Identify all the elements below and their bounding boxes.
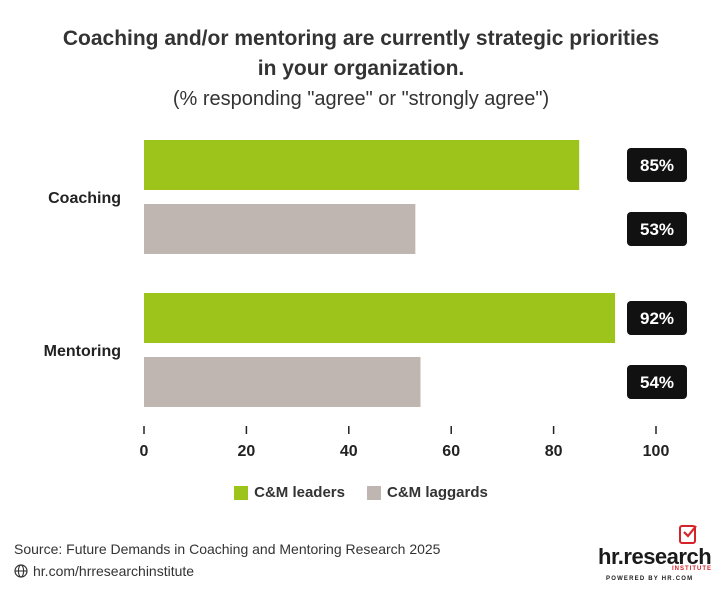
- link-row: hr.com/hrresearchinstitute: [14, 560, 440, 582]
- logo-powered-by: POWERED BY HR.COM: [606, 576, 694, 582]
- legend: C&M leaders C&M laggards: [0, 484, 722, 501]
- data-label-mentoring-leaders: 92%: [640, 309, 674, 328]
- x-tick-label-40: 40: [340, 443, 358, 460]
- legend-item-leaders: C&M leaders: [234, 484, 345, 501]
- category-label-mentoring: Mentoring: [44, 343, 121, 360]
- title-block: Coaching and/or mentoring are currently …: [0, 24, 722, 114]
- bar-chart: Coaching 85% 53% Mentoring 92% 54% 0 20 40 60 80 10…: [44, 140, 687, 460]
- legend-item-laggards: C&M laggards: [367, 484, 488, 501]
- chart-title-line-1: Coaching and/or mentoring are currently …: [62, 27, 660, 50]
- data-label-box-mentoring-laggards: [627, 365, 687, 399]
- data-label-box-coaching-laggards: [627, 212, 687, 246]
- logo-institute: INSTITUTE: [672, 566, 712, 572]
- source-block: Source: Future Demands in Coaching and M…: [14, 538, 440, 582]
- website-link[interactable]: hr.com/hrresearchinstitute: [33, 563, 195, 579]
- x-tick-label-0: 0: [140, 443, 149, 460]
- legend-label-laggards: C&M laggards: [387, 484, 488, 501]
- legend-label-leaders: C&M leaders: [254, 484, 345, 501]
- x-tick-label-60: 60: [442, 443, 460, 460]
- data-label-mentoring-laggards: 54%: [640, 373, 674, 392]
- globe-icon: [14, 564, 28, 578]
- data-label-box-mentoring-leaders: [627, 301, 687, 335]
- x-tick-label-20: 20: [238, 443, 256, 460]
- logo-badge-icon: [679, 525, 697, 544]
- bar-mentoring-leaders: [144, 293, 616, 343]
- x-tick-label-80: 80: [545, 443, 563, 460]
- category-label-coaching: Coaching: [48, 190, 121, 207]
- hr-research-logo: hr.research INSTITUTE POWERED BY HR.COM: [598, 522, 716, 586]
- chart-subtitle: (% responding "agree" or "strongly agree…: [172, 88, 550, 110]
- logo-name: hr.research: [598, 544, 712, 569]
- data-label-box-coaching-leaders: [627, 148, 687, 182]
- chart-title-line-2: in your organization.: [257, 57, 465, 80]
- bar-coaching-leaders: [144, 140, 580, 190]
- bar-mentoring-laggards: [144, 357, 421, 407]
- bar-coaching-laggards: [144, 204, 416, 254]
- x-tick-label-100: 100: [643, 443, 670, 460]
- data-label-coaching-leaders: 85%: [640, 156, 674, 175]
- source-text: Source: Future Demands in Coaching and M…: [14, 541, 441, 557]
- legend-swatch-leaders: [234, 485, 249, 500]
- legend-swatch-laggards: [367, 485, 381, 500]
- data-label-coaching-laggards: 53%: [640, 220, 674, 239]
